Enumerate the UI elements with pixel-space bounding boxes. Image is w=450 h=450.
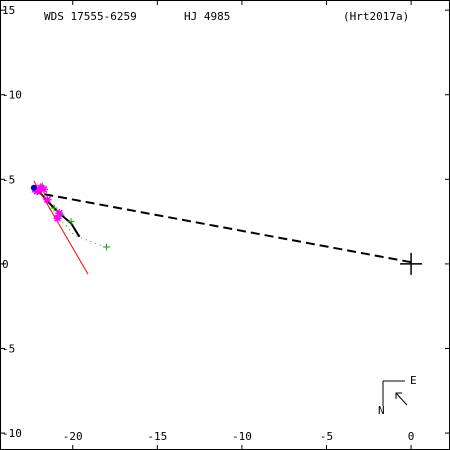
green-plus-point (103, 243, 111, 251)
orbit-reference: (Hrt2017a) (343, 10, 409, 23)
y-tick-label: -10 (2, 89, 22, 102)
compass: N E (378, 374, 417, 417)
magenta-star-point (53, 214, 62, 223)
blue-point (30, 184, 37, 191)
x-tick-label: 0 (408, 430, 415, 443)
y-tick-label: -10 (2, 427, 22, 440)
magenta-star-point (43, 195, 52, 204)
compass-arrow-head (395, 392, 402, 399)
x-tick-label: -20 (63, 430, 83, 443)
green-plus-point (50, 204, 58, 212)
dashed-line (37, 191, 412, 264)
compass-north-label: N (378, 404, 385, 417)
compass-motion-arrow (395, 392, 408, 406)
green-plus-point (67, 218, 75, 226)
red-line (33, 180, 89, 275)
magenta-triangle-point (36, 182, 45, 191)
primary-star-marker (400, 252, 423, 275)
x-tick-label: -15 (147, 430, 167, 443)
y-tick-label: 0 (2, 258, 9, 271)
x-tick-label: -10 (232, 430, 252, 443)
y-tick-label: -5 (2, 342, 15, 355)
wds-identifier: WDS 17555-6259 (44, 10, 137, 23)
discoverer-designation: HJ 4985 (184, 10, 230, 23)
compass-east-label: E (410, 374, 417, 387)
x-tick-label: -5 (320, 430, 333, 443)
y-tick-label: 15 (2, 4, 15, 17)
data-marks (30, 180, 423, 275)
y-tick-label: -5 (2, 173, 15, 186)
